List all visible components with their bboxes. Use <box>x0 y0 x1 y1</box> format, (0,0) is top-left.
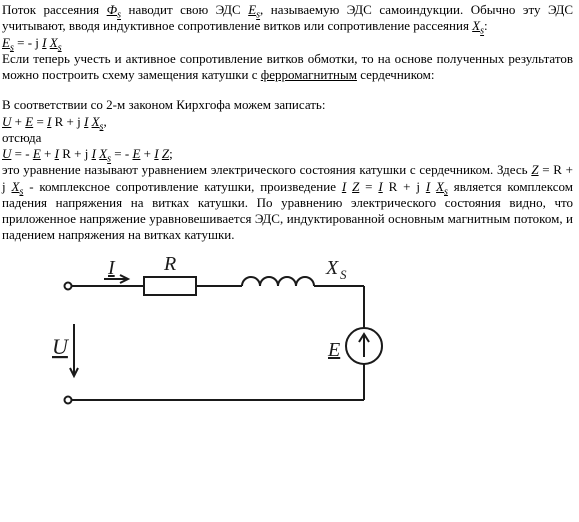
symbol-x: X <box>92 114 100 129</box>
text: + <box>41 146 55 161</box>
text: В соответствии со 2-м законом Кирхгофа м… <box>2 97 325 112</box>
paragraph-2: Если теперь учесть и активное сопротивле… <box>2 51 573 84</box>
symbol-z: Z <box>531 162 538 177</box>
text: = - j <box>14 35 42 50</box>
symbol-e: E <box>2 35 10 50</box>
equation-2: U + E = I R + j I Xs, <box>2 114 573 130</box>
symbol-i: I <box>154 146 158 161</box>
label-i: I <box>107 257 116 279</box>
symbol-x: X <box>99 146 107 161</box>
equation-1: Es = - j I Xs <box>2 35 573 51</box>
text: Поток рассеяния <box>2 2 107 17</box>
paragraph-5: это уравнение называют уравнением электр… <box>2 162 573 243</box>
text: + <box>11 114 25 129</box>
text: R + j <box>59 146 92 161</box>
symbol-x: X <box>436 179 444 194</box>
text: это уравнение называют уравнением электр… <box>2 162 531 177</box>
text: = - <box>111 146 132 161</box>
paragraph-4: отсюда <box>2 130 573 146</box>
circuit-diagram: I R X S U E <box>46 254 416 418</box>
text: = <box>359 179 378 194</box>
text: : <box>484 18 488 33</box>
text: R + j <box>383 179 426 194</box>
equation-3: U = - E + I R + j I Xs = - E + I Z; <box>2 146 573 162</box>
symbol-z: Z <box>162 146 169 161</box>
symbol-x: X <box>50 35 58 50</box>
text-underlined: ферромагнитным <box>261 67 357 82</box>
text: - комплексное сопротивление катушки, про… <box>23 179 342 194</box>
text: + <box>140 146 154 161</box>
text: = - <box>11 146 32 161</box>
label-e: E <box>327 339 340 361</box>
symbol-e: E <box>25 114 33 129</box>
symbol-u: U <box>2 114 11 129</box>
label-u: U <box>52 334 70 359</box>
text: R + j <box>51 114 84 129</box>
symbol-u: U <box>2 146 11 161</box>
symbol-e: E <box>33 146 41 161</box>
label-r: R <box>163 254 176 275</box>
paragraph-3: В соответствии со 2-м законом Кирхгофа м… <box>2 97 573 113</box>
text: отсюда <box>2 130 41 145</box>
text: наводит свою ЭДС <box>121 2 248 17</box>
label-xs-sub: S <box>340 267 347 282</box>
document-page: Поток рассеяния Фs наводит свою ЭДС Es, … <box>0 0 579 418</box>
blank-line <box>2 83 573 97</box>
symbol-phi: Ф <box>107 2 117 17</box>
symbol-x: X <box>472 18 480 33</box>
text: = <box>33 114 47 129</box>
text: ; <box>169 146 173 161</box>
text: , <box>103 114 106 129</box>
symbol-e: E <box>248 2 256 17</box>
text: сердечником: <box>357 67 435 82</box>
label-xs: X <box>325 257 339 279</box>
paragraph-1: Поток рассеяния Фs наводит свою ЭДС Es, … <box>2 2 573 35</box>
